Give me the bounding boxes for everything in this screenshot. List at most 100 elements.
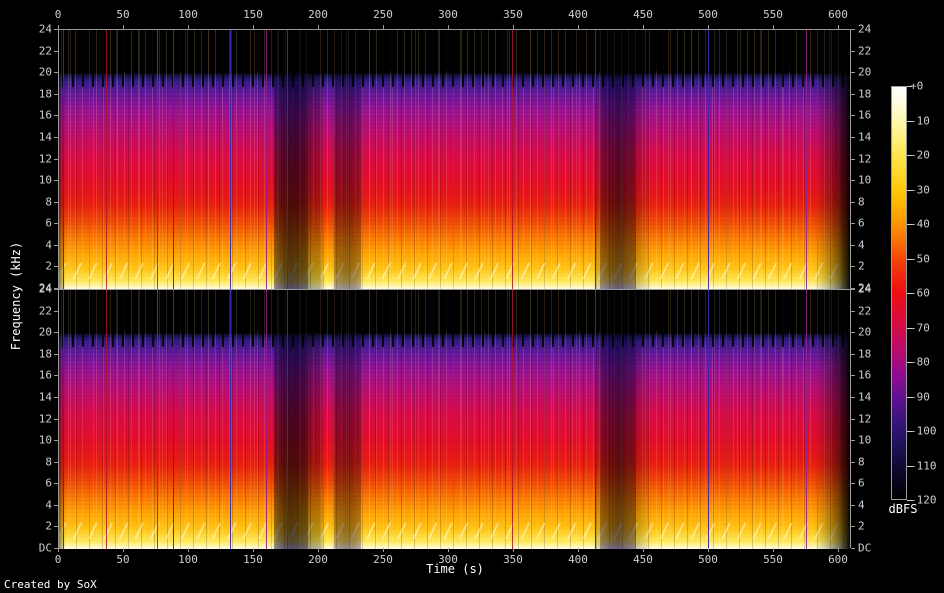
y-tickmark-left-ch1-9 [54, 223, 58, 225]
transient-marker [172, 30, 174, 289]
y-tick-left-ch1-22: 22 [38, 44, 52, 58]
transient-marker [286, 290, 288, 549]
x-tickmark-bottom-50 [123, 548, 124, 552]
y-tickmark-right-ch2-8 [851, 461, 855, 463]
y-tickmark-left-ch2-8 [54, 461, 58, 463]
x-tickmark-top-150 [253, 25, 254, 29]
transient-marker [595, 290, 597, 549]
y-tickmark-left-ch1-5 [54, 136, 58, 138]
x-tick-top-350: 350 [503, 8, 523, 21]
channel-2-spectrogram [59, 290, 850, 549]
x-tick-bottom-0: 0 [54, 553, 62, 566]
transient-marker [286, 30, 288, 289]
colorbar-tick--30: -30 [910, 183, 930, 196]
y-tickmark-right-ch1-10 [851, 244, 855, 246]
x-tickmark-top-200 [318, 25, 319, 29]
time-envelope-layer [59, 30, 850, 289]
y-tickmark-left-ch1-0 [54, 29, 58, 30]
y-tickmark-right-ch2-1 [851, 310, 855, 312]
y-tick-left-ch1-6: 6 [45, 216, 52, 230]
y-tick-left-ch1-24: 24 [38, 22, 52, 36]
x-tickmark-top-250 [383, 25, 384, 29]
colorbar-tick--60: -60 [910, 286, 930, 300]
x-tick-bottom-350: 350 [503, 553, 523, 566]
y-tickmark-right-ch1-12 [851, 288, 855, 289]
channel-1-spectrogram [59, 30, 850, 289]
x-tickmark-bottom-550 [773, 548, 774, 552]
x-tickmark-bottom-150 [253, 548, 254, 552]
y-tick-right-ch2-20: 20 [858, 325, 872, 339]
y-tick-left-ch1-16: 16 [38, 108, 52, 122]
colorbar-title: dBFS [888, 502, 918, 516]
x-tick-top-400: 400 [568, 8, 588, 21]
y-tickmark-left-ch2-6 [54, 418, 58, 420]
y-tick-left-ch2-24: 24 [38, 282, 52, 296]
x-tickmark-top-600 [838, 25, 839, 29]
y-tick-right-ch2-18: 18 [858, 347, 872, 361]
y-tick-right-ch2-14: 14 [858, 390, 872, 404]
y-tick-right-ch2-16: 16 [858, 368, 872, 382]
x-tickmark-top-500 [708, 25, 709, 29]
y-tick-left-ch1-20: 20 [38, 65, 52, 79]
y-tickmark-left-ch1-3 [54, 93, 58, 95]
x-tick-bottom-200: 200 [308, 553, 328, 566]
x-tickmark-bottom-450 [643, 548, 644, 552]
x-tick-top-600: 600 [828, 8, 848, 21]
transient-marker [229, 30, 231, 289]
y-tickmark-right-ch2-12 [851, 548, 855, 549]
x-tick-bottom-450: 450 [633, 553, 653, 566]
y-tickmark-right-ch2-9 [851, 483, 855, 485]
colorbar-tick--10: -10 [910, 114, 930, 127]
y-tick-right-ch1-24: 24 [858, 22, 872, 36]
x-tick-bottom-500: 500 [698, 553, 718, 566]
quiet-passage-1 [274, 30, 309, 289]
y-tickmark-right-ch2-11 [851, 526, 855, 528]
x-tick-top-150: 150 [243, 8, 263, 21]
transient-marker [229, 290, 231, 549]
y-tickmark-left-ch2-5 [54, 396, 58, 398]
x-tick-bottom-100: 100 [178, 553, 198, 566]
colorbar-tick-0: +0 [910, 79, 924, 93]
y-tickmark-left-ch2-1 [54, 310, 58, 312]
colorbar-tick--100: -100 [910, 424, 937, 438]
transient-marker [805, 290, 807, 549]
y-tick-right-ch1-20: 20 [858, 65, 872, 79]
y-tickmark-right-ch2-0 [851, 289, 855, 290]
x-tickmark-top-350 [513, 25, 514, 29]
y-tick-left-ch2-10: 10 [38, 433, 52, 447]
y-tick-left-ch2-14: 14 [38, 390, 52, 404]
y-tickmark-right-ch2-4 [851, 375, 855, 377]
y-tickmark-left-ch2-7 [54, 440, 58, 442]
colorbar-tickmark--40 [907, 224, 912, 225]
x-tick-bottom-600: 600 [828, 553, 848, 566]
y-tick-right-ch1-14: 14 [858, 130, 872, 144]
y-tick-right-ch2-10: 10 [858, 433, 872, 447]
quiet-passage-3 [600, 30, 637, 289]
y-tick-left-ch1-2: 2 [45, 259, 52, 273]
x-tickmark-bottom-200 [318, 548, 319, 552]
transient-marker [157, 290, 159, 549]
x-tickmark-top-50 [123, 25, 124, 29]
x-axis-title: Time (s) [426, 562, 484, 576]
x-tickmark-bottom-100 [188, 548, 189, 552]
y-tick-right-ch1-24: 24 [858, 281, 872, 295]
colorbar-tickmark--50 [907, 258, 912, 260]
transient-marker [707, 30, 709, 289]
colorbar-tickmark--80 [907, 362, 912, 363]
colorbar-tickmark--60 [907, 293, 912, 294]
y-tick-left-ch2-22: 22 [38, 304, 52, 318]
y-tick-right-ch1-8: 8 [858, 195, 865, 209]
y-tick-left-ch2-2: 2 [45, 519, 52, 533]
y-tickmark-right-ch1-6 [851, 158, 855, 160]
y-tickmark-right-ch1-7 [851, 180, 855, 182]
y-tick-left-ch2-8: 8 [45, 455, 52, 469]
y-tickmark-left-ch2-9 [54, 483, 58, 485]
y-tick-right-ch1-6: 6 [858, 216, 865, 230]
transient-marker [62, 290, 64, 549]
transient-marker [512, 30, 514, 289]
transient-marker [266, 290, 268, 549]
y-tickmark-right-ch1-0 [851, 29, 855, 30]
y-tickmark-right-ch2-2 [851, 332, 855, 334]
x-tickmark-bottom-400 [578, 548, 579, 552]
